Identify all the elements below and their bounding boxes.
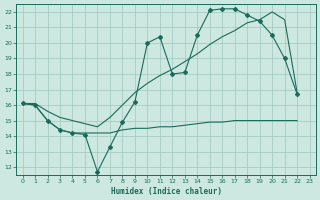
X-axis label: Humidex (Indice chaleur): Humidex (Indice chaleur) <box>111 187 221 196</box>
